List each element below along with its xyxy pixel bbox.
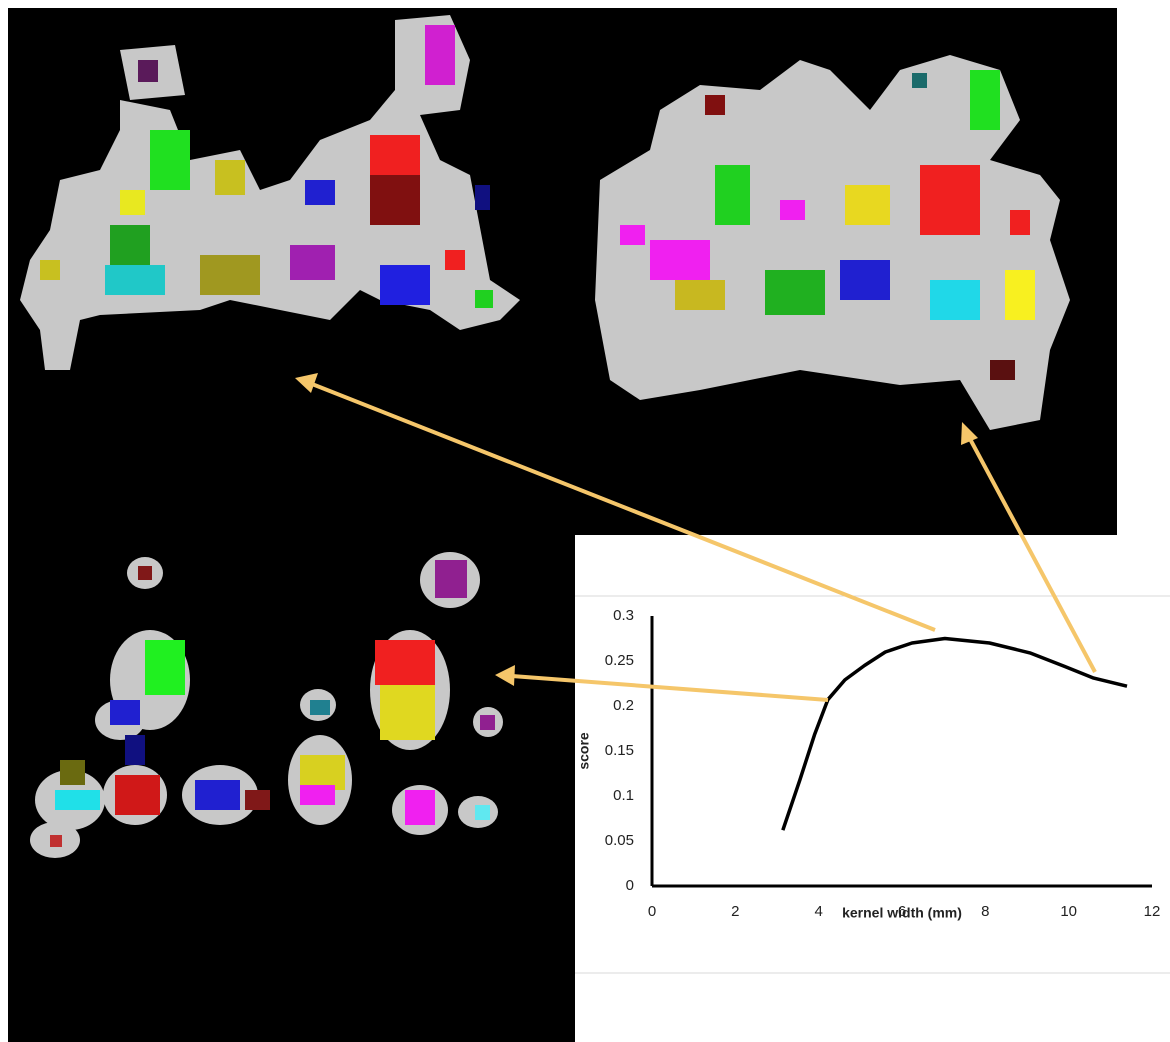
y-tick-label: 0.2 — [613, 697, 634, 714]
x-tick-label: 12 — [1144, 903, 1161, 920]
y-axis-label: score — [576, 732, 592, 770]
x-tick-label: 10 — [1060, 903, 1077, 920]
y-tick-label: 0.3 — [613, 607, 634, 624]
y-tick-label: 0.05 — [605, 832, 634, 849]
y-tick-label: 0 — [626, 877, 634, 894]
arrowheads — [295, 373, 978, 686]
arrows — [311, 382, 1097, 702]
x-tick-label: 4 — [814, 903, 822, 920]
chart-panel — [575, 535, 1170, 1042]
line-series — [781, 636, 1128, 831]
y-tick-label: 0.1 — [613, 787, 634, 804]
y-tick-label: 0.15 — [605, 742, 634, 759]
x-axis-label: kernel width (mm) — [842, 905, 962, 921]
cluster-colors — [40, 25, 1035, 847]
x-tick-label: 2 — [731, 903, 739, 920]
x-tick-label: 6 — [898, 903, 906, 920]
x-tick-label: 0 — [648, 903, 656, 920]
x-tick-label: 8 — [981, 903, 989, 920]
segmentation-images — [8, 8, 1117, 1042]
line-chart: kernel width (mm) score 0 0.05 0.1 0.15 0.2 0… — [576, 607, 1161, 921]
y-tick-label: 0.25 — [605, 652, 634, 669]
